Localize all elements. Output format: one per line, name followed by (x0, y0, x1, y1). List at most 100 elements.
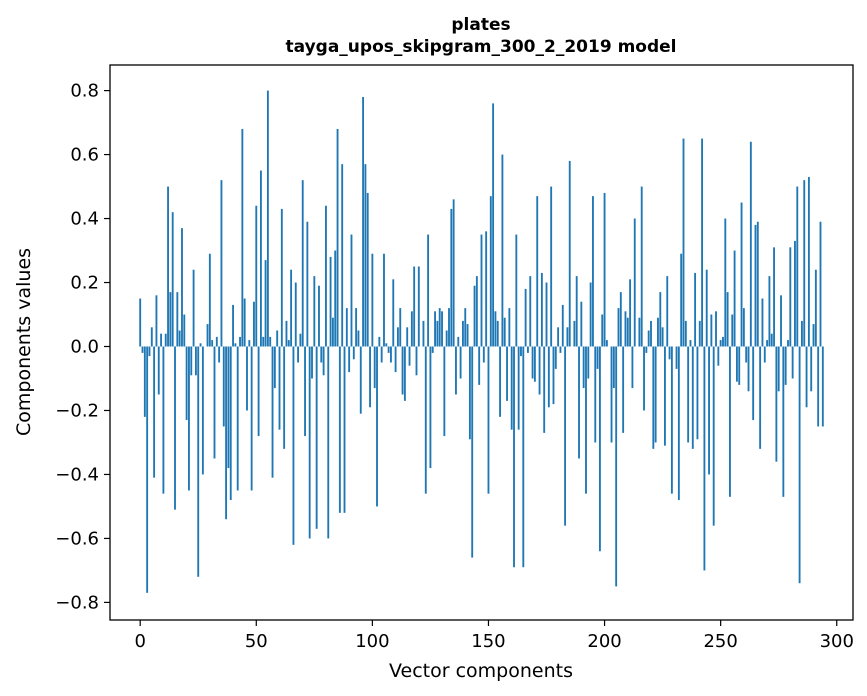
bar-72 (306, 221, 309, 347)
bar-227 (666, 276, 669, 347)
bar-64 (287, 340, 290, 347)
bar-25 (197, 346, 200, 577)
bar-74 (311, 346, 313, 379)
bar-176 (547, 346, 550, 408)
bar-188 (575, 276, 578, 347)
x-tick-label: 300 (820, 631, 854, 652)
bar-43 (239, 336, 241, 347)
bar-246 (710, 314, 713, 347)
bar-262 (747, 346, 750, 392)
bar-122 (422, 320, 425, 347)
bar-233 (680, 253, 683, 347)
bar-157 (503, 317, 506, 347)
bar-195 (592, 196, 594, 347)
bar-32 (213, 346, 216, 459)
bar-248 (715, 311, 717, 347)
bar-46 (246, 346, 248, 411)
bar-287 (805, 346, 808, 408)
bar-174 (543, 346, 546, 433)
bar-66 (292, 346, 295, 545)
bar-79 (322, 346, 325, 376)
bar-80 (325, 205, 327, 347)
bar-204 (612, 346, 615, 389)
y-tick-label: 0.4 (70, 209, 99, 230)
bar-82 (329, 256, 332, 347)
bar-217 (643, 346, 645, 411)
bar-292 (817, 346, 820, 427)
bar-286 (803, 180, 806, 347)
bar-242 (701, 138, 704, 347)
bar-44 (241, 128, 244, 347)
bar-208 (622, 346, 625, 433)
bar-134 (450, 208, 453, 347)
bar-145 (475, 276, 478, 347)
bar-154 (496, 320, 499, 347)
bar-216 (640, 186, 643, 347)
bar-285 (800, 320, 803, 347)
x-axis-label: Vector components (389, 660, 573, 682)
bar-36 (222, 346, 225, 427)
bar-164 (520, 346, 522, 357)
bar-142 (468, 346, 471, 440)
bar-118 (413, 266, 416, 347)
bar-61 (280, 208, 283, 347)
bar-173 (540, 272, 543, 347)
bar-132 (445, 330, 448, 347)
bar-261 (745, 346, 748, 363)
x-tick-label: 0 (134, 631, 145, 652)
bar-167 (527, 346, 529, 353)
bar-52 (259, 170, 262, 347)
bar-87 (341, 164, 344, 347)
bar-140 (464, 308, 467, 347)
bar-51 (257, 346, 260, 437)
bar-158 (506, 346, 508, 401)
bar-258 (738, 346, 741, 385)
bar-42 (236, 346, 239, 491)
bar-213 (633, 218, 636, 347)
bar-14 (171, 212, 174, 347)
bar-143 (471, 346, 474, 558)
bar-127 (434, 311, 436, 347)
bar-106 (385, 343, 388, 347)
bar-130 (441, 311, 443, 347)
bar-159 (508, 308, 511, 347)
bar-35 (220, 180, 223, 347)
bar-236 (687, 346, 690, 443)
bar-1 (141, 346, 144, 353)
bar-110 (394, 346, 397, 373)
bar-253 (726, 292, 729, 347)
bar-68 (297, 346, 299, 363)
bar-279 (787, 340, 789, 347)
bar-16 (176, 292, 179, 347)
bar-95 (359, 346, 362, 414)
bar-156 (501, 154, 504, 347)
bar-24 (194, 346, 197, 376)
bar-15 (174, 346, 176, 510)
y-tick-label: −0.2 (55, 400, 99, 421)
bar-89 (345, 308, 348, 347)
bar-86 (338, 346, 341, 513)
bar-238 (691, 346, 694, 449)
bar-90 (348, 346, 351, 373)
bar-270 (766, 340, 769, 347)
bar-34 (218, 346, 221, 363)
x-tick-label: 100 (355, 631, 389, 652)
bar-269 (763, 346, 766, 363)
bar-88 (343, 346, 346, 513)
bar-243 (703, 346, 706, 571)
bar-6 (153, 346, 156, 478)
y-tick-label: 0.0 (70, 336, 99, 357)
bar-273 (773, 247, 775, 347)
bar-73 (308, 346, 311, 539)
bar-172 (538, 346, 541, 395)
y-tick-label: −0.4 (55, 464, 99, 485)
bar-125 (429, 346, 432, 469)
bar-151 (489, 196, 492, 347)
bar-180 (557, 327, 560, 347)
bar-53 (262, 336, 265, 347)
bar-76 (315, 346, 318, 529)
bar-9 (160, 333, 163, 347)
bar-247 (712, 346, 715, 526)
bar-38 (227, 346, 230, 469)
bar-78 (320, 346, 323, 363)
